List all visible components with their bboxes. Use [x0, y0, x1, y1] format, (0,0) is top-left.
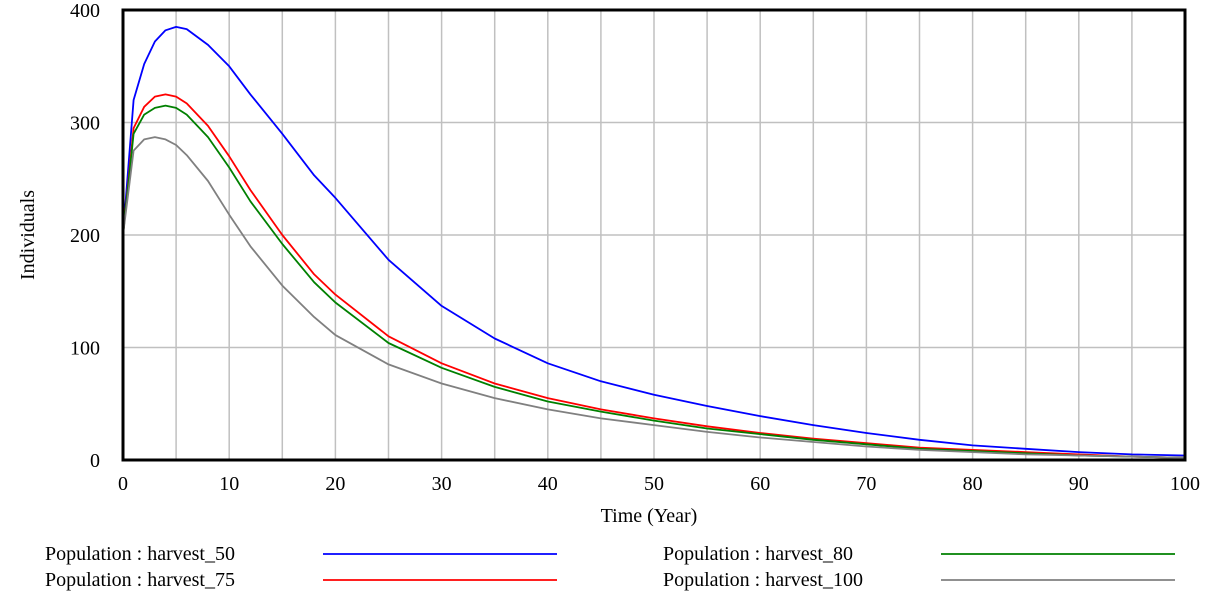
series-line-4: [122, 136, 1186, 459]
y-tick-label: 0: [90, 450, 100, 472]
y-tick-label: 400: [70, 0, 100, 22]
legend-label: Population : harvest_100: [663, 569, 863, 591]
x-tick-label: 30: [432, 473, 452, 495]
x-tick-label: 0: [118, 473, 128, 495]
x-tick-label: 80: [963, 473, 983, 495]
series-line-3: [122, 104, 1186, 459]
legend-label: Population : harvest_80: [663, 543, 853, 565]
gridlines: [123, 10, 1185, 460]
x-tick-label: 100: [1170, 473, 1200, 495]
x-tick-label: 20: [325, 473, 345, 495]
y-tick-labels: 0 100 200 300 400: [70, 0, 100, 472]
series-lines: [122, 25, 1186, 459]
legend-label: Population : harvest_50: [45, 543, 235, 565]
legend-label: Population : harvest_75: [45, 569, 235, 591]
x-tick-label: 50: [644, 473, 664, 495]
series-line-2: [122, 93, 1186, 459]
y-tick-label: 200: [70, 225, 100, 247]
plot-frame: [121, 8, 1187, 462]
x-tick-label: 60: [750, 473, 770, 495]
x-tick-label: 90: [1069, 473, 1089, 495]
series-line-1: [122, 25, 1186, 457]
x-tick-label: 40: [538, 473, 558, 495]
legend: Population : harvest_50 Population : harv…: [45, 543, 1175, 591]
y-tick-label: 100: [70, 338, 100, 360]
y-axis-title: Individuals: [17, 190, 39, 280]
y-tick-label: 300: [70, 113, 100, 135]
x-tick-label: 10: [219, 473, 239, 495]
x-tick-label: 70: [856, 473, 876, 495]
x-tick-labels: 0 10 20 30 40 50 60 70 80 90 100: [118, 473, 1200, 495]
x-axis-title: Time (Year): [601, 505, 698, 527]
